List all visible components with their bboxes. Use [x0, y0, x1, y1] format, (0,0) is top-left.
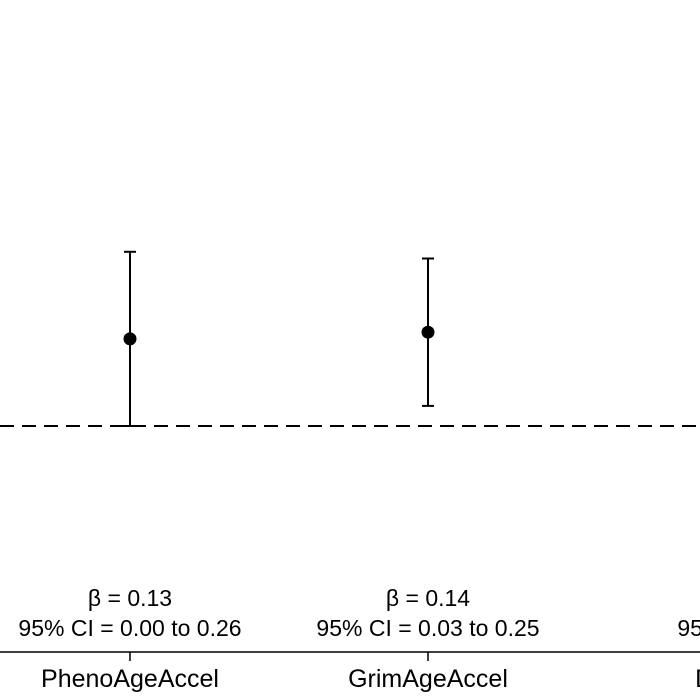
ci-grimageaccel [421, 257, 435, 407]
ci-label-phenoageaccel: 95% CI = 0.00 to 0.26 [18, 615, 241, 641]
x-tick-label-dune: Dune [695, 665, 700, 693]
point-grimageaccel [421, 325, 435, 339]
ci-phenoageaccel [123, 250, 137, 427]
point-phenoageaccel [123, 332, 137, 346]
x-tick-label-grimageaccel: GrimAgeAccel [348, 665, 508, 693]
points-layer [123, 250, 435, 427]
ci-label-grimageaccel: 95% CI = 0.03 to 0.25 [316, 615, 539, 641]
beta-label-phenoageaccel: β = 0.13 [88, 585, 172, 611]
beta-label-grimageaccel: β = 0.14 [386, 585, 470, 611]
x-tick-label-phenoageaccel: PhenoAgeAccel [41, 665, 219, 693]
ci-label-dune: 95% CI = [677, 615, 700, 641]
x-ticks-layer: PhenoAgeAccel GrimAgeAccel Dune [41, 652, 700, 693]
annotations-layer: β = 0.13 95% CI = 0.00 to 0.26 β = 0.14 95%… [18, 585, 700, 641]
